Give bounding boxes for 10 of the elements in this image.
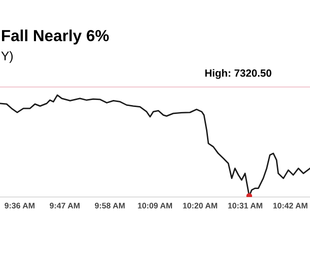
x-tick-label: 9:47 AM (50, 202, 80, 208)
x-tick-label: 10:42 AM (273, 202, 308, 208)
x-tick-label: 9:58 AM (94, 202, 125, 208)
x-tick-label: 9:36 AM (4, 202, 34, 208)
x-tick-label: 10:20 AM (183, 202, 218, 208)
chart-title: Fall Nearly 6% (2, 30, 109, 44)
x-tick-label: 10:09 AM (138, 202, 172, 208)
x-tick-label: 10:31 AM (228, 202, 262, 208)
chart-subtitle: Y) (1, 51, 13, 63)
text: High: 7320.50 (205, 69, 272, 79)
